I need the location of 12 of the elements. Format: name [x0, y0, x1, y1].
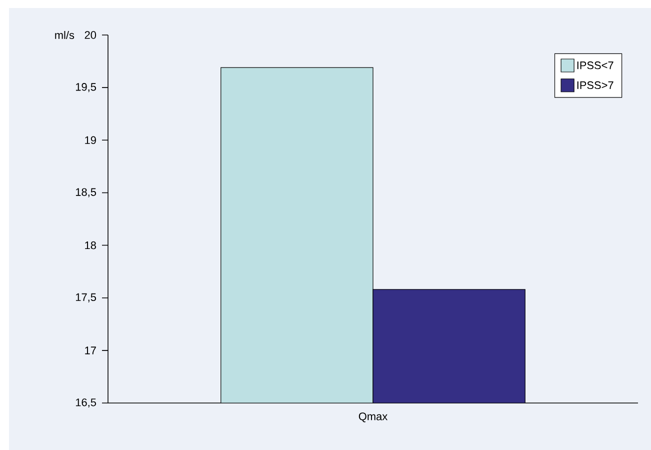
y-tick-label: 19,5: [76, 83, 96, 92]
y-tick-label: 20: [84, 31, 96, 39]
y-tick-label: 18,5: [76, 188, 96, 198]
y-tick-label: 19: [85, 136, 96, 144]
y-tick-label: 18: [85, 241, 96, 250]
y-tick-label: 17,5: [76, 293, 96, 302]
y-tick-label: 16,5: [76, 398, 96, 408]
x-tick-label: Qmax: [358, 412, 388, 422]
legend-label: IPSS<7: [577, 61, 614, 70]
y-tick-label: 17: [85, 346, 96, 354]
y-axis-title: ml/s: [55, 30, 74, 40]
legend-label: IPSS>7: [577, 81, 614, 90]
